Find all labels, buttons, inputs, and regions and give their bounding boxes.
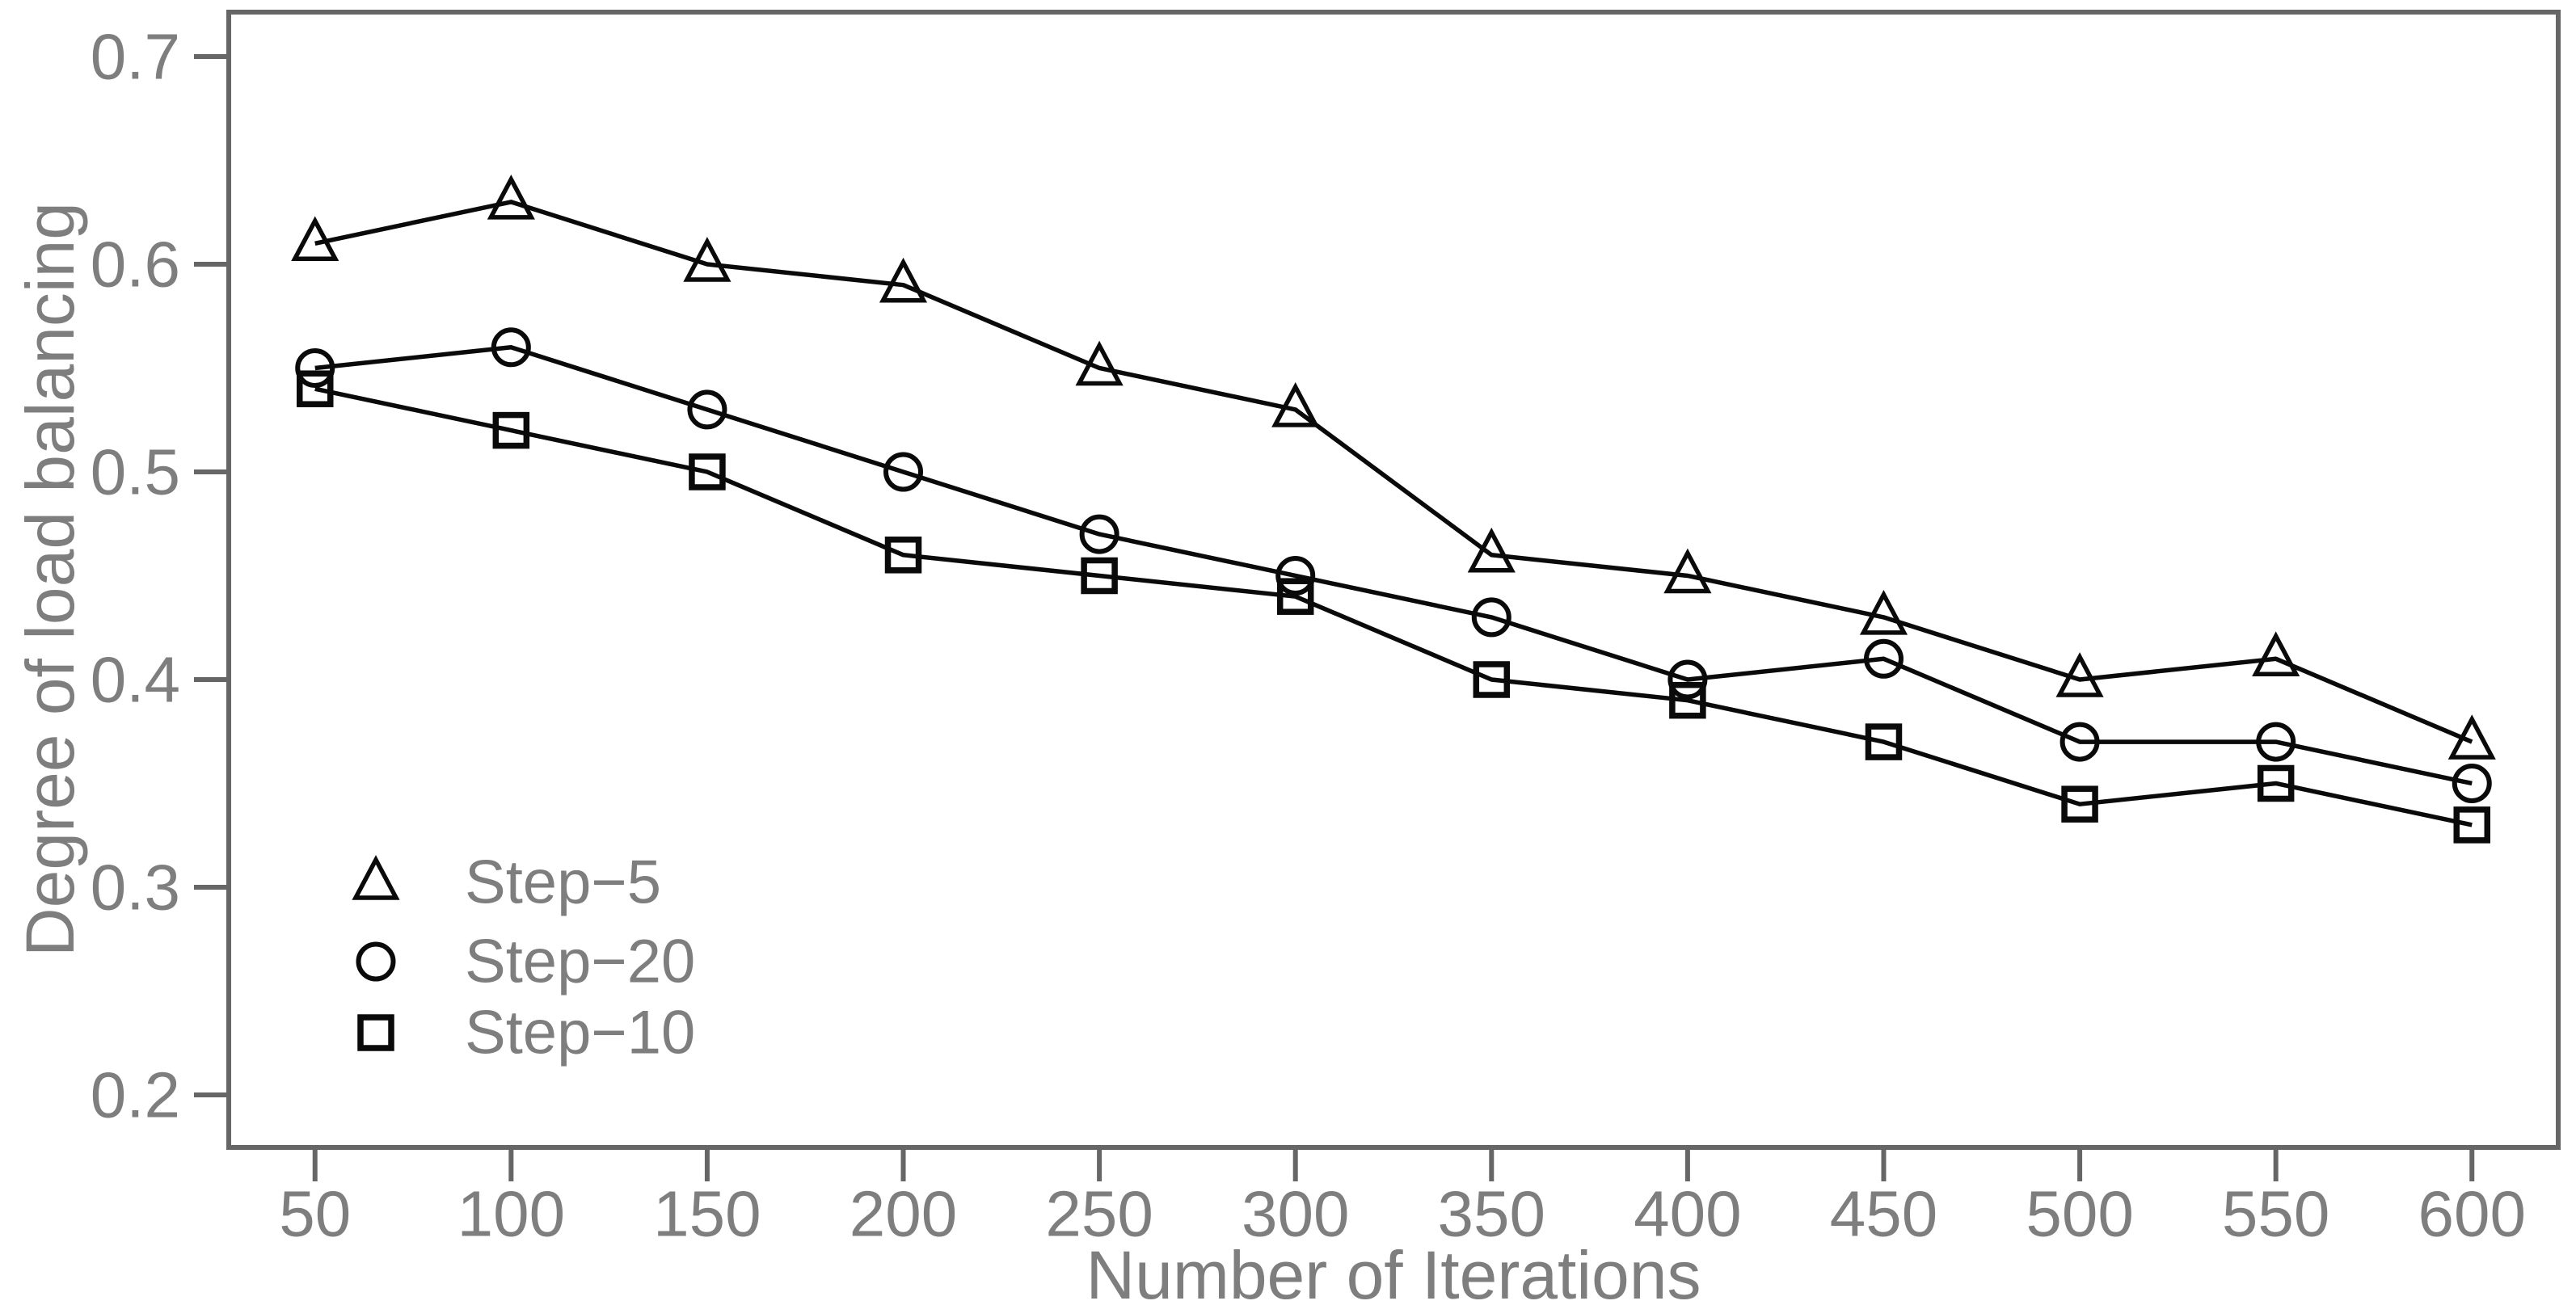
square-marker — [1081, 557, 1118, 595]
series-markers-square — [296, 370, 2491, 844]
triangle-marker — [683, 237, 731, 282]
triangle-marker — [291, 216, 339, 262]
circle-marker — [356, 941, 396, 982]
y-tick-label: 0.3 — [91, 851, 180, 923]
data-series — [291, 175, 2496, 844]
y-tick-label: 0.6 — [91, 228, 180, 300]
plot-frame — [226, 10, 2561, 1150]
legend-label-step-10: Step−10 — [465, 999, 695, 1067]
triangle-marker — [879, 257, 928, 303]
series-markers-triangle — [291, 175, 2496, 760]
x-tick-label: 300 — [1242, 1178, 1349, 1250]
square-marker — [296, 370, 334, 407]
y-tick-label: 0.4 — [91, 643, 180, 715]
triangle-marker — [1859, 590, 1908, 635]
square-marker — [689, 453, 726, 490]
x-tick-label: 350 — [1438, 1178, 1545, 1250]
circle-marker — [491, 327, 531, 368]
triangle-marker — [1663, 548, 1712, 594]
legend-label-step-5: Step−5 — [465, 848, 661, 917]
circle-marker — [1471, 597, 1511, 638]
y-axis-title: Degree of load balancing — [12, 202, 88, 957]
x-tick-label: 600 — [2418, 1178, 2526, 1250]
circle-marker — [883, 452, 924, 492]
x-tick-label: 50 — [279, 1178, 351, 1250]
circle-marker — [687, 389, 727, 430]
series-line-circle — [314, 345, 2473, 786]
circle-marker — [2256, 722, 2296, 762]
x-tick-label: 250 — [1045, 1178, 1153, 1250]
square-marker — [1865, 723, 1903, 760]
circle-marker — [1863, 638, 1904, 679]
circle-marker — [2452, 763, 2492, 803]
x-tick-label: 200 — [850, 1178, 957, 1250]
y-axis-ticks: 0.2 0.3 0.4 0.5 0.6 0.7 — [91, 20, 229, 1130]
y-tick-label: 0.2 — [91, 1059, 180, 1130]
y-tick-label: 0.5 — [91, 436, 180, 507]
y-tick-label: 0.7 — [91, 20, 180, 92]
legend-label-step-20: Step−20 — [465, 928, 695, 996]
series-line-square — [314, 386, 2473, 827]
triangle-marker — [1075, 340, 1124, 386]
square-marker — [2453, 806, 2491, 844]
x-tick-label: 400 — [1634, 1178, 1741, 1250]
triangle-marker — [2055, 652, 2104, 697]
legend-markers — [352, 855, 400, 1051]
x-tick-label: 500 — [2026, 1178, 2133, 1250]
square-marker — [1473, 661, 1511, 698]
square-marker — [2257, 764, 2295, 802]
x-tick-label: 150 — [653, 1178, 761, 1250]
triangle-marker — [1467, 527, 1516, 573]
square-marker — [884, 537, 922, 574]
x-axis-title: Number of Iterations — [1086, 1237, 1701, 1305]
x-tick-label: 450 — [1830, 1178, 1937, 1250]
circle-marker — [1275, 555, 1316, 596]
square-marker — [1669, 681, 1706, 719]
series-markers-circle — [295, 327, 2492, 803]
triangle-marker — [1271, 382, 1320, 427]
x-axis-ticks: 50 100 150 200 250 300 350 400 450 500 550 600 — [279, 1147, 2526, 1250]
x-tick-label: 100 — [457, 1178, 565, 1250]
square-marker — [492, 411, 530, 449]
legend: Step−5 Step−20 Step−10 — [465, 848, 695, 1067]
x-tick-label: 550 — [2222, 1178, 2329, 1250]
square-marker — [1276, 578, 1314, 615]
square-marker — [2061, 785, 2098, 823]
triangle-marker — [352, 855, 400, 900]
square-marker — [357, 1014, 394, 1051]
circle-marker — [1667, 659, 1708, 700]
circle-marker — [1079, 514, 1119, 554]
circle-marker — [295, 347, 335, 388]
series-line-triangle — [314, 200, 2473, 744]
triangle-marker — [2252, 631, 2300, 677]
triangle-marker — [487, 175, 535, 220]
circle-marker — [2060, 722, 2100, 762]
triangle-marker — [2447, 714, 2496, 760]
